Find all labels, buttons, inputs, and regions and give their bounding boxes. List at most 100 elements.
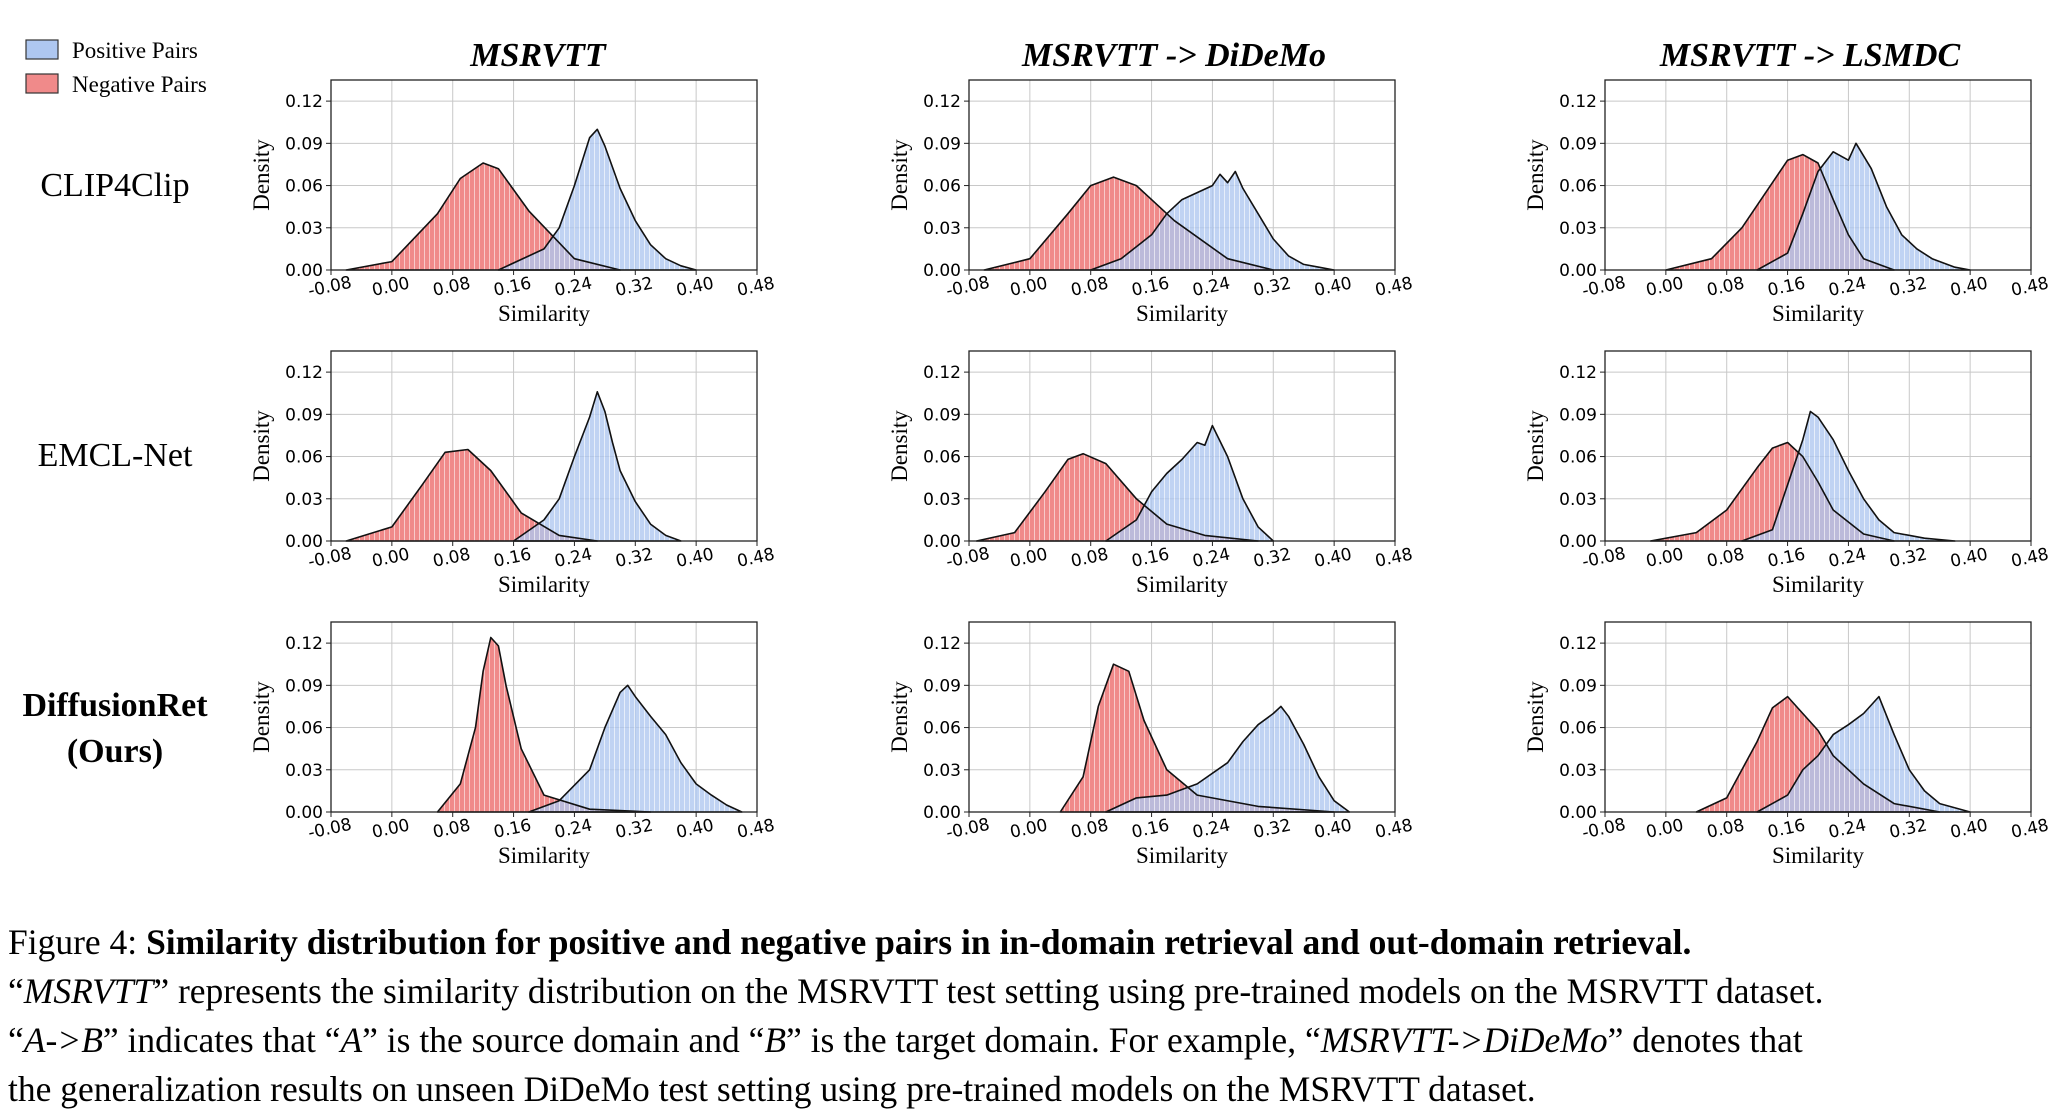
y-axis-label: Density <box>249 139 274 211</box>
y-axis-label: Density <box>887 681 912 753</box>
density-area-positive <box>1757 143 1971 270</box>
x-tick-label: 0.16 <box>1766 544 1807 571</box>
x-tick-label: 0.32 <box>614 273 655 300</box>
x-tick-label: 0.16 <box>492 273 533 300</box>
density-area-positive <box>1105 706 1350 812</box>
caption-line-3: “A->B” indicates that “A” is the source … <box>8 1016 2052 1065</box>
y-tick-label: 0.09 <box>1559 405 1597 425</box>
x-tick-label: 0.24 <box>1191 273 1232 300</box>
x-tick-label: 0.00 <box>370 544 411 571</box>
y-axis-label: Density <box>249 681 274 753</box>
density-area-negative <box>976 453 1259 541</box>
y-tick-label: 0.03 <box>923 490 961 510</box>
chart-panel: 0.000.030.060.090.12-0.08 0.00 0.08 0.16 0.2… <box>887 350 1415 597</box>
y-tick-label: 0.09 <box>923 134 961 154</box>
y-tick-label: 0.03 <box>1559 761 1597 781</box>
density-outline-positive <box>1105 424 1275 542</box>
x-tick-label: 0.32 <box>614 544 655 571</box>
density-outline-positive <box>527 684 743 813</box>
y-tick-label: 0.06 <box>285 719 323 739</box>
x-tick-label: 0.16 <box>492 815 533 842</box>
x-tick-label: 0.48 <box>735 544 776 571</box>
x-tick-label: 0.08 <box>1705 815 1746 842</box>
y-tick-label: 0.12 <box>923 634 961 654</box>
density-area-positive <box>1090 171 1335 270</box>
density-outline-positive <box>1741 410 1956 542</box>
x-tick-label: 0.00 <box>370 273 411 300</box>
density-area-positive <box>498 129 697 270</box>
legend-swatch-negative <box>25 73 59 94</box>
x-axis-label: Similarity <box>1136 301 1229 326</box>
y-tick-label: 0.12 <box>285 634 323 654</box>
x-tick-label: 0.08 <box>1069 815 1110 842</box>
x-tick-label: 0.40 <box>1949 544 1990 571</box>
x-tick-label: 0.16 <box>1766 273 1807 300</box>
plot-frame <box>1604 621 2032 813</box>
y-tick-label: 0.00 <box>285 532 323 552</box>
y-tick-label: 0.00 <box>285 803 323 823</box>
x-tick-label: 0.16 <box>492 544 533 571</box>
caption-text: ” is the target domain. For example, “ <box>786 1020 1321 1060</box>
row-label-3b: (Ours) <box>67 733 163 770</box>
density-area-negative <box>346 449 598 541</box>
y-tick-label: 0.06 <box>285 448 323 468</box>
density-area-positive <box>513 391 681 541</box>
x-tick-label: 0.48 <box>735 273 776 300</box>
x-tick-label: 0.48 <box>2009 273 2050 300</box>
column-title-1: MSRVTT <box>469 37 607 74</box>
y-tick-label: 0.06 <box>923 177 961 197</box>
density-area-negative <box>1696 696 1940 812</box>
plot-frame <box>330 621 758 813</box>
chart-panel: 0.000.030.060.090.12-0.08 0.00 0.08 0.16 0.2… <box>249 350 777 597</box>
x-tick-label: 0.40 <box>675 544 716 571</box>
y-tick-label: 0.09 <box>285 676 323 696</box>
x-tick-label: 0.24 <box>553 815 594 842</box>
x-tick-label: 0.40 <box>1313 544 1354 571</box>
x-tick-label: 0.40 <box>675 815 716 842</box>
x-tick-label: 0.48 <box>735 815 776 842</box>
density-outline-negative <box>1665 153 1895 271</box>
density-area-positive <box>1757 696 1971 812</box>
x-tick-label: 0.24 <box>1191 815 1232 842</box>
y-tick-label: 0.03 <box>1559 490 1597 510</box>
caption-figure-label: Figure 4: <box>8 922 138 962</box>
x-tick-label: 0.00 <box>1644 273 1685 300</box>
y-tick-label: 0.06 <box>923 719 961 739</box>
x-axis-label: Similarity <box>1772 843 1865 868</box>
x-tick-label: 0.16 <box>1130 815 1171 842</box>
x-axis-label: Similarity <box>498 843 591 868</box>
chart-panel: 0.000.030.060.090.12-0.08 0.00 0.08 0.16 0.2… <box>1523 79 2051 326</box>
y-tick-label: 0.00 <box>1559 532 1597 552</box>
plot-frame <box>330 350 758 542</box>
y-tick-label: 0.03 <box>923 761 961 781</box>
chart-panel: 0.000.030.060.090.12-0.08 0.00 0.08 0.16 0.2… <box>887 621 1415 868</box>
y-tick-label: 0.00 <box>923 532 961 552</box>
chart-panel: 0.000.030.060.090.12-0.08 0.00 0.08 0.16 0.2… <box>887 79 1415 326</box>
x-axis-label: Similarity <box>498 301 591 326</box>
y-axis-label: Density <box>1523 410 1548 482</box>
y-tick-label: 0.12 <box>923 363 961 383</box>
y-tick-label: 0.00 <box>285 261 323 281</box>
y-axis-label: Density <box>249 410 274 482</box>
y-tick-label: 0.09 <box>923 676 961 696</box>
density-area-negative <box>1060 664 1335 812</box>
y-tick-label: 0.06 <box>1559 177 1597 197</box>
density-area-positive <box>1741 411 1955 541</box>
x-tick-label: 0.40 <box>675 273 716 300</box>
caption-line-2: “MSRVTT” represents the similarity distr… <box>8 967 2052 1016</box>
x-tick-label: 0.24 <box>1827 544 1868 571</box>
x-tick-label: 0.32 <box>1888 544 1929 571</box>
x-axis-label: Similarity <box>498 572 591 597</box>
x-tick-label: 0.08 <box>431 273 472 300</box>
x-tick-label: 0.08 <box>431 815 472 842</box>
caption-text: ” is the source domain and “ <box>362 1020 765 1060</box>
x-tick-label: 0.24 <box>1191 544 1232 571</box>
x-tick-label: 0.00 <box>1008 544 1049 571</box>
x-tick-label: 0.40 <box>1949 815 1990 842</box>
plot-area <box>969 622 1395 812</box>
density-outline-positive <box>1105 705 1351 813</box>
caption-italic: A->B <box>23 1020 103 1060</box>
x-tick-label: 0.24 <box>553 544 594 571</box>
column-title-3: MSRVTT -> LSMDC <box>1659 37 1961 74</box>
